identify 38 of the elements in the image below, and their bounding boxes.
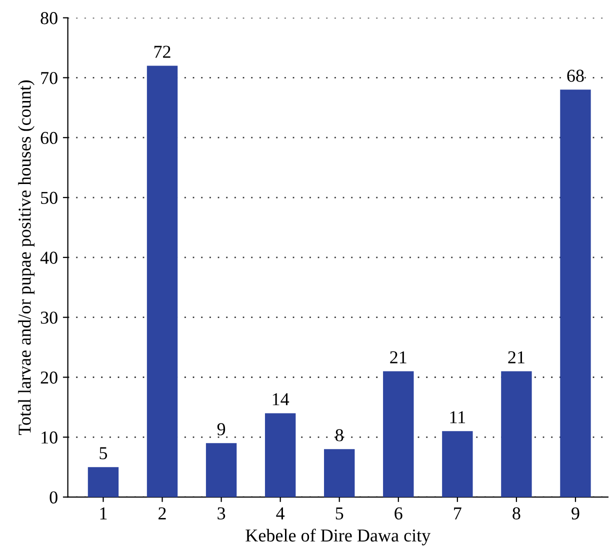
bar [88,467,119,498]
x-tick-label: 4 [276,507,285,520]
x-tick-label: 2 [158,507,166,520]
bar [442,431,473,498]
bar [383,371,414,498]
y-tick-label: 70 [41,72,58,84]
bar [560,90,591,498]
y-tick-label: 10 [42,431,58,444]
y-axis-title: Total larvae and/or pupae positive houses (count) [18,80,34,435]
data-label: 8 [336,429,344,442]
x-tick-label: 6 [394,507,402,520]
bar [146,66,178,498]
data-label: 21 [390,351,406,364]
bar [324,449,355,498]
x-tick-label: 7 [454,507,462,520]
y-tick-label: 30 [40,312,58,324]
y-tick-label: 50 [41,192,58,204]
x-tick-label: 5 [336,507,344,520]
data-label: 9 [217,423,226,436]
x-tick-label: 9 [572,507,580,520]
bar [264,413,296,498]
data-label: 14 [272,393,290,406]
data-label: 5 [100,447,108,460]
data-label: 68 [567,70,584,82]
data-label: 72 [154,46,170,58]
y-tick-label: 20 [40,372,58,384]
bar [206,443,237,498]
data-label: 11 [450,411,466,424]
x-tick-label: 8 [512,507,520,520]
y-tick-label: 80 [40,12,58,24]
y-tick-label: 0 [50,491,58,504]
bar [501,371,532,498]
y-tick-label: 60 [40,132,58,144]
y-tick-label: 40 [40,252,58,264]
x-tick-label: 3 [218,507,226,520]
x-tick-label: 1 [100,507,107,520]
x-axis-title: Kebele of Dire Dawa city [246,528,431,546]
data-label: 21 [508,351,524,364]
